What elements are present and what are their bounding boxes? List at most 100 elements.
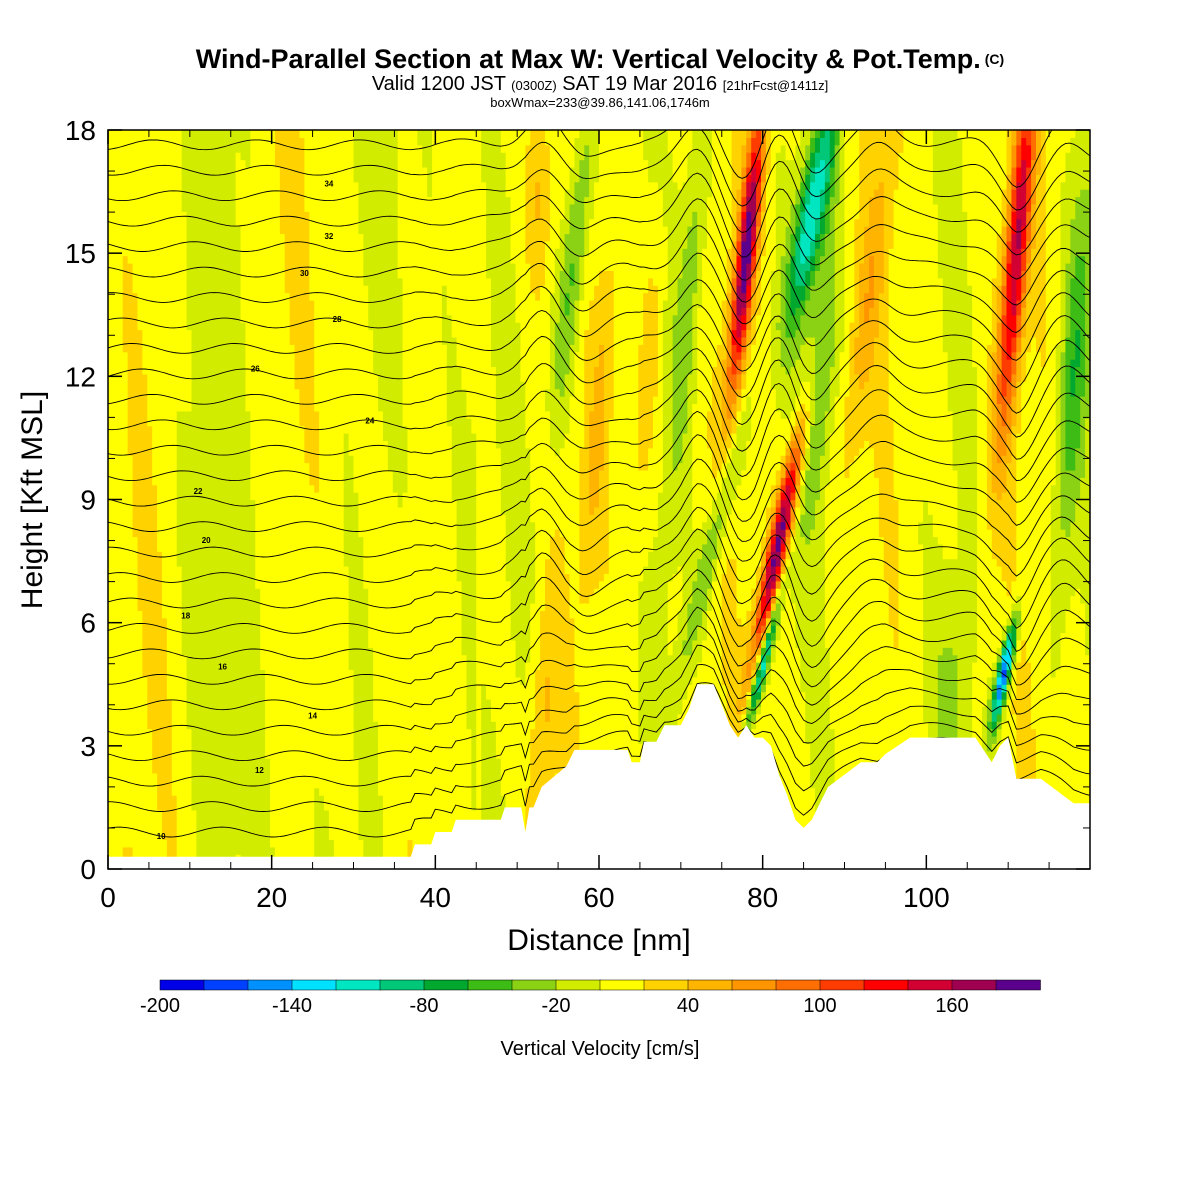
vv-cell xyxy=(343,639,350,648)
vv-cell xyxy=(122,307,129,316)
vv-cell xyxy=(176,440,183,449)
vv-cell xyxy=(196,432,202,441)
vv-cell xyxy=(260,447,266,456)
vv-cell xyxy=(216,758,222,767)
vv-cell xyxy=(299,130,305,138)
vv-cell xyxy=(328,447,335,456)
vv-cell xyxy=(289,477,296,486)
vv-cell xyxy=(338,218,345,227)
vv-cell xyxy=(260,425,266,434)
vv-cell xyxy=(162,166,168,175)
vv-cell xyxy=(142,299,148,308)
vv-cell xyxy=(309,676,315,685)
vv-cell xyxy=(265,159,271,168)
vv-cell xyxy=(284,189,291,198)
vv-cell xyxy=(162,285,168,294)
vv-cell xyxy=(260,514,266,523)
vv-cell xyxy=(201,492,207,501)
vv-cell xyxy=(338,514,345,523)
vv-cell xyxy=(338,580,345,589)
vv-cell xyxy=(319,277,325,286)
vv-cell xyxy=(147,551,153,560)
vv-cell xyxy=(230,699,237,708)
vv-cell xyxy=(328,602,335,611)
vv-cell xyxy=(319,632,325,641)
vv-cell xyxy=(122,706,129,715)
vv-cell xyxy=(270,477,276,486)
vv-cell xyxy=(147,632,153,641)
vv-cell xyxy=(319,824,325,833)
vv-cell xyxy=(270,699,276,708)
vv-cell xyxy=(245,750,251,759)
vv-cell xyxy=(211,536,217,545)
vv-cell xyxy=(235,691,242,700)
vv-cell xyxy=(147,285,153,294)
vv-cell xyxy=(343,314,350,323)
vv-cell xyxy=(230,713,237,722)
vv-cell xyxy=(171,270,178,279)
vv-cell xyxy=(211,521,217,530)
vv-cell xyxy=(117,277,124,286)
vv-cell xyxy=(147,802,153,811)
vv-cell xyxy=(132,595,139,604)
vv-cell xyxy=(201,477,207,486)
vv-cell xyxy=(314,329,320,338)
vv-cell xyxy=(162,373,168,382)
vv-cell xyxy=(137,211,143,220)
vv-cell xyxy=(324,144,330,153)
vv-cell xyxy=(196,403,202,412)
vv-cell xyxy=(196,388,202,397)
vv-cell xyxy=(265,410,271,419)
vv-cell xyxy=(152,625,158,634)
vv-cell xyxy=(274,388,281,397)
vv-cell xyxy=(225,477,232,486)
vv-cell xyxy=(112,336,119,345)
vv-cell xyxy=(127,477,134,486)
vv-cell xyxy=(211,602,217,611)
vv-cell xyxy=(137,647,143,656)
vv-cell xyxy=(333,410,340,419)
vv-cell xyxy=(299,477,305,486)
vv-cell xyxy=(230,322,237,331)
vv-cell xyxy=(250,691,256,700)
vv-cell xyxy=(230,410,237,419)
vv-cell xyxy=(299,373,305,382)
vv-cell xyxy=(250,639,256,648)
vv-cell xyxy=(279,492,286,501)
vv-cell xyxy=(112,787,119,796)
vv-cell xyxy=(255,373,261,382)
vv-cell xyxy=(333,447,340,456)
vv-cell xyxy=(309,396,315,405)
vv-cell xyxy=(201,780,207,789)
vv-cell xyxy=(289,551,296,560)
vv-cell xyxy=(328,159,335,168)
vv-cell xyxy=(328,647,335,656)
vv-cell xyxy=(304,292,310,301)
vv-cell xyxy=(127,721,134,730)
vv-cell xyxy=(108,654,114,663)
vv-cell xyxy=(274,477,281,486)
vv-cell xyxy=(201,233,207,242)
vv-cell xyxy=(328,181,335,190)
vv-cell xyxy=(108,625,114,634)
vv-cell xyxy=(171,647,178,656)
vv-cell xyxy=(191,499,197,508)
vv-cell xyxy=(191,322,197,331)
vv-cell xyxy=(171,203,178,212)
vv-cell xyxy=(338,772,345,781)
vv-cell xyxy=(235,137,242,146)
vv-cell xyxy=(265,477,271,486)
vv-cell xyxy=(319,536,325,545)
vv-cell xyxy=(201,344,207,353)
vv-cell xyxy=(338,506,345,515)
vv-cell xyxy=(299,743,305,752)
vv-cell xyxy=(162,189,168,198)
vv-cell xyxy=(279,566,286,574)
vv-cell xyxy=(304,566,310,574)
vv-cell xyxy=(265,322,271,331)
vv-cell xyxy=(206,226,212,235)
vv-cell xyxy=(196,780,202,789)
vv-cell xyxy=(304,632,310,641)
vv-cell xyxy=(137,344,143,353)
vv-cell xyxy=(157,787,163,796)
